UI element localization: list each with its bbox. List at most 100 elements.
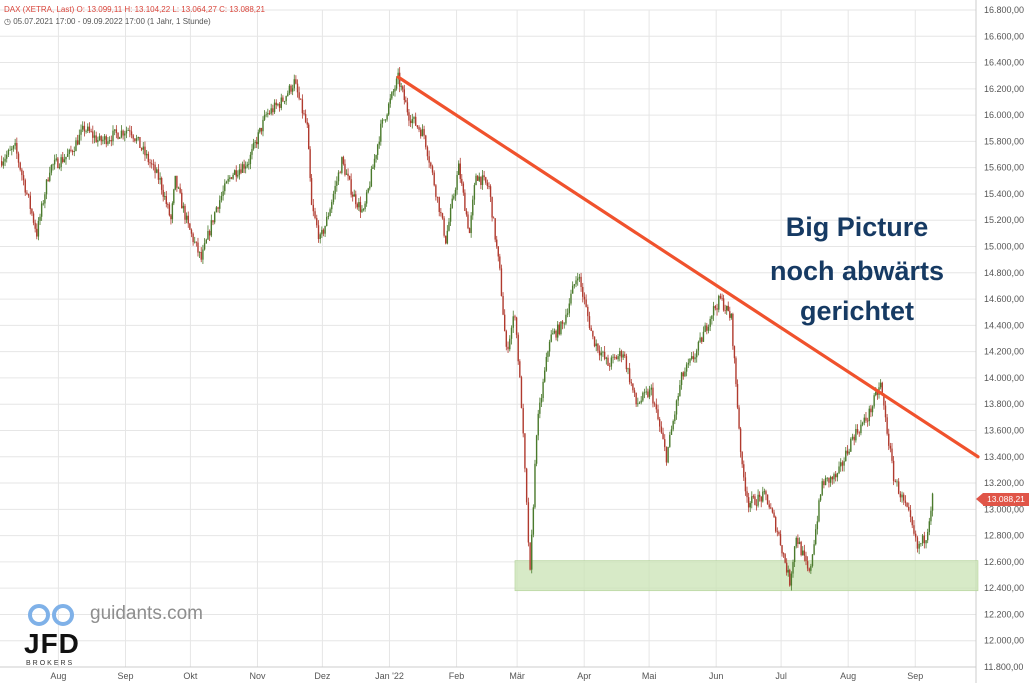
candle-body	[270, 108, 272, 114]
x-tick-label: Nov	[249, 671, 266, 681]
candle-body	[762, 491, 764, 502]
candle-body	[44, 194, 46, 204]
candle-body	[920, 543, 922, 545]
candle-body	[34, 222, 36, 229]
candle-body	[542, 381, 544, 398]
candle-body	[464, 192, 466, 211]
candle-body	[120, 130, 123, 138]
candle-body	[409, 120, 412, 124]
candle-body	[782, 553, 785, 555]
candle-body	[49, 172, 51, 181]
candle-body	[751, 496, 753, 504]
candle-body	[181, 192, 183, 209]
candle-body	[848, 451, 850, 454]
candle-body	[532, 507, 535, 535]
candle-body	[119, 137, 121, 139]
candle-body	[127, 130, 129, 132]
candle-body	[494, 218, 496, 240]
candle-body	[555, 330, 557, 338]
clock-icon: ◷	[4, 17, 11, 26]
candle-body	[868, 408, 870, 422]
candle-body	[369, 186, 371, 189]
candle-body	[337, 172, 340, 182]
candle-body	[685, 364, 688, 372]
candle-body	[896, 481, 898, 483]
candle-body	[776, 531, 779, 533]
y-tick-label: 11.800,00	[984, 662, 1023, 672]
candle-body	[658, 419, 661, 427]
candle-body	[911, 517, 913, 526]
candle-body	[690, 356, 693, 359]
candle-body	[529, 542, 531, 570]
candle-body	[137, 137, 139, 139]
candle-body	[850, 438, 852, 452]
candle-body	[205, 239, 207, 244]
candle-body	[39, 216, 41, 221]
annotation-line-2: noch abwärts	[769, 256, 945, 286]
candle-body	[389, 98, 391, 104]
candle-body	[9, 149, 11, 151]
y-tick-label: 14.600,00	[984, 294, 1024, 304]
candle-body	[778, 532, 780, 535]
x-tick-label: Feb	[449, 671, 465, 681]
candle-body	[603, 351, 606, 359]
y-tick-label: 15.400,00	[984, 189, 1024, 199]
candle-body	[202, 249, 204, 260]
candle-body	[391, 92, 393, 99]
candle-body	[4, 158, 6, 162]
candle-body	[32, 213, 35, 223]
candle-body	[527, 502, 530, 543]
candle-body	[356, 204, 359, 208]
candle-body	[329, 209, 331, 216]
y-tick-label: 12.800,00	[984, 531, 1024, 541]
candle-body	[342, 157, 345, 164]
candle-body	[301, 99, 304, 114]
candle-body	[517, 334, 519, 362]
candle-body	[255, 141, 258, 145]
candle-body	[462, 183, 465, 193]
candle-body	[758, 494, 761, 497]
candle-body	[381, 119, 384, 124]
ohlc-values: O: 13.099,11 H: 13.104,22 L: 13.064,27 C…	[76, 5, 265, 14]
candle-body	[901, 494, 903, 498]
candle-body	[108, 140, 111, 142]
candle-body	[763, 491, 766, 493]
candle-body	[115, 129, 118, 133]
candle-body	[670, 429, 673, 435]
candle-body	[818, 500, 820, 522]
candle-body	[362, 209, 365, 210]
candle-body	[66, 154, 69, 157]
candle-body	[291, 88, 294, 92]
watermark-brand-sub: BROKERS	[26, 660, 75, 667]
candle-body	[387, 103, 390, 115]
candle-body	[364, 203, 366, 210]
candle-body	[458, 163, 460, 176]
candle-body	[31, 208, 33, 214]
candle-body	[441, 213, 444, 219]
candle-body	[615, 356, 618, 360]
candle-body	[881, 382, 883, 395]
candle-body	[702, 331, 705, 342]
candle-body	[233, 170, 236, 175]
candle-body	[503, 314, 506, 332]
candle-body	[875, 391, 877, 396]
candle-body	[669, 434, 671, 447]
candle-body	[736, 384, 739, 408]
candle-body	[472, 199, 474, 216]
candle-body	[873, 395, 875, 407]
candle-body	[408, 112, 410, 121]
candle-body	[505, 331, 508, 347]
candle-body	[425, 135, 427, 148]
candle-body	[502, 295, 504, 315]
candle-body	[587, 306, 589, 317]
candle-body	[819, 494, 822, 501]
candle-body	[655, 404, 658, 410]
candle-body	[741, 451, 743, 465]
candle-body	[225, 181, 228, 184]
instrument-label: DAX (XETRA, Last)	[4, 5, 75, 14]
candle-body	[272, 108, 274, 113]
candle-body	[241, 164, 244, 173]
candle-body	[7, 150, 10, 155]
candle-body	[566, 313, 569, 315]
